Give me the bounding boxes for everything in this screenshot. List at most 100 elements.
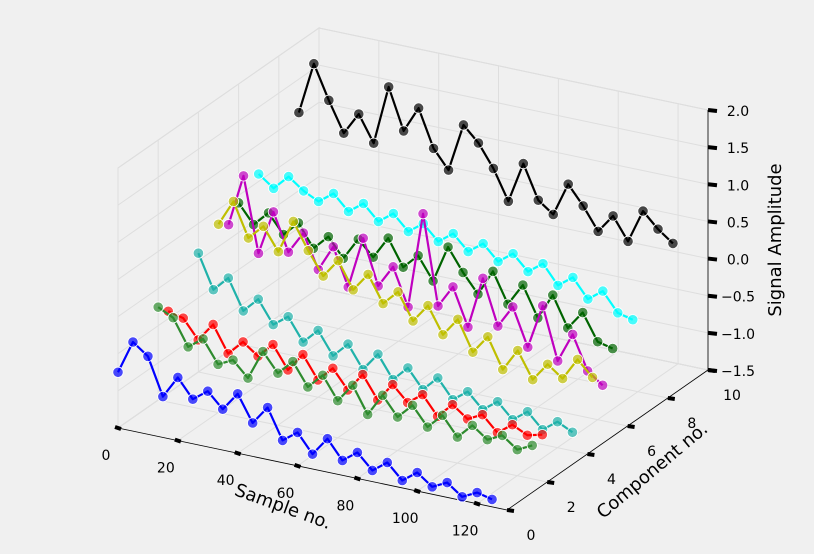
y-tick-mark [627, 424, 635, 429]
data-point [427, 142, 440, 154]
z-tick-mark [707, 293, 718, 299]
data-point [383, 81, 395, 93]
data-point [217, 403, 229, 415]
data-point [637, 205, 649, 217]
data-point [357, 232, 369, 244]
data-point [517, 279, 529, 291]
data-point [537, 300, 549, 312]
data-point [377, 389, 389, 401]
x-tick-label: 80 [336, 498, 354, 514]
data-point [347, 379, 359, 391]
y-axis-line [506, 369, 709, 511]
data-point [157, 391, 169, 403]
x-tick-label: 40 [217, 473, 235, 489]
data-point [308, 58, 320, 70]
data-point [476, 409, 489, 421]
y-gridline [318, 28, 709, 371]
z-tick-mark [707, 256, 718, 262]
data-point [432, 235, 444, 248]
data-point [477, 272, 489, 284]
data-point [302, 245, 314, 257]
data-point [441, 476, 453, 489]
data-point [457, 119, 470, 131]
y-tick-label: 10 [723, 388, 741, 404]
data-point [342, 338, 354, 350]
data-point [426, 481, 438, 493]
data-point [457, 266, 469, 279]
data-point [267, 319, 279, 331]
series-0 [112, 336, 498, 506]
data-point [377, 297, 389, 310]
data-point [321, 433, 334, 445]
data-point [177, 312, 189, 324]
data-point [492, 396, 504, 408]
data-point [466, 419, 478, 431]
x-tick-mark [174, 437, 182, 444]
data-point [566, 426, 579, 438]
data-point [287, 355, 299, 368]
data-point [336, 454, 349, 467]
x-tick-mark [353, 475, 362, 482]
x-tick-mark [473, 500, 481, 507]
data-point [447, 227, 459, 240]
data-point [207, 318, 219, 331]
data-point [253, 168, 265, 180]
data-point [276, 434, 289, 447]
data-point [486, 493, 498, 506]
data-point [247, 417, 259, 429]
data-point [387, 261, 399, 273]
data-point [397, 261, 409, 273]
data-point [592, 336, 604, 348]
data-point [536, 429, 548, 441]
series-2 [152, 301, 538, 456]
data-point [412, 249, 424, 262]
data-point [347, 284, 359, 296]
data-point [317, 270, 329, 282]
chart-ticks: 0 20 40 60 80 100 120 0 2 4 6 8 10 −1.5 −1.0 −0.5 0.0 0.5… [102, 104, 755, 544]
z-tick-label: −0.5 [721, 290, 755, 306]
data-point [467, 346, 479, 358]
x-tick-label: 100 [392, 511, 419, 527]
data-point [222, 219, 235, 231]
data-point [562, 178, 574, 190]
data-point [422, 299, 434, 312]
data-point [456, 491, 468, 503]
y-tick-mark [506, 508, 515, 513]
y-tick-label: 0 [527, 528, 536, 544]
z-tick-label: −1.0 [721, 327, 755, 343]
data-point [537, 258, 549, 270]
data-point [242, 372, 254, 384]
data-point [282, 311, 294, 323]
data-point [272, 367, 284, 379]
x-tick-mark [234, 450, 242, 457]
data-point [432, 372, 444, 384]
data-point [447, 281, 459, 293]
data-point [396, 474, 408, 487]
data-point [462, 321, 474, 333]
data-point [327, 350, 339, 362]
data-point [497, 364, 509, 376]
data-point [567, 328, 579, 340]
data-point [202, 385, 214, 397]
x-gridline [237, 53, 440, 454]
data-point [312, 324, 324, 336]
y-axis-label: Component no. [593, 418, 712, 523]
data-point [612, 307, 624, 319]
data-point [496, 429, 508, 441]
z-tick-mark [707, 108, 718, 113]
data-point [442, 164, 455, 176]
data-point [282, 246, 294, 258]
data-point [436, 409, 449, 421]
data-point [406, 399, 419, 411]
data-point [542, 358, 554, 370]
data-point [381, 456, 393, 469]
data-point [332, 395, 344, 407]
y-tick-mark [587, 452, 595, 457]
x-tick-mark [114, 425, 122, 431]
data-point [353, 108, 365, 120]
data-point [446, 399, 459, 411]
data-point [487, 162, 499, 175]
data-point [338, 127, 350, 139]
data-point [522, 341, 534, 353]
data-point [472, 137, 485, 149]
